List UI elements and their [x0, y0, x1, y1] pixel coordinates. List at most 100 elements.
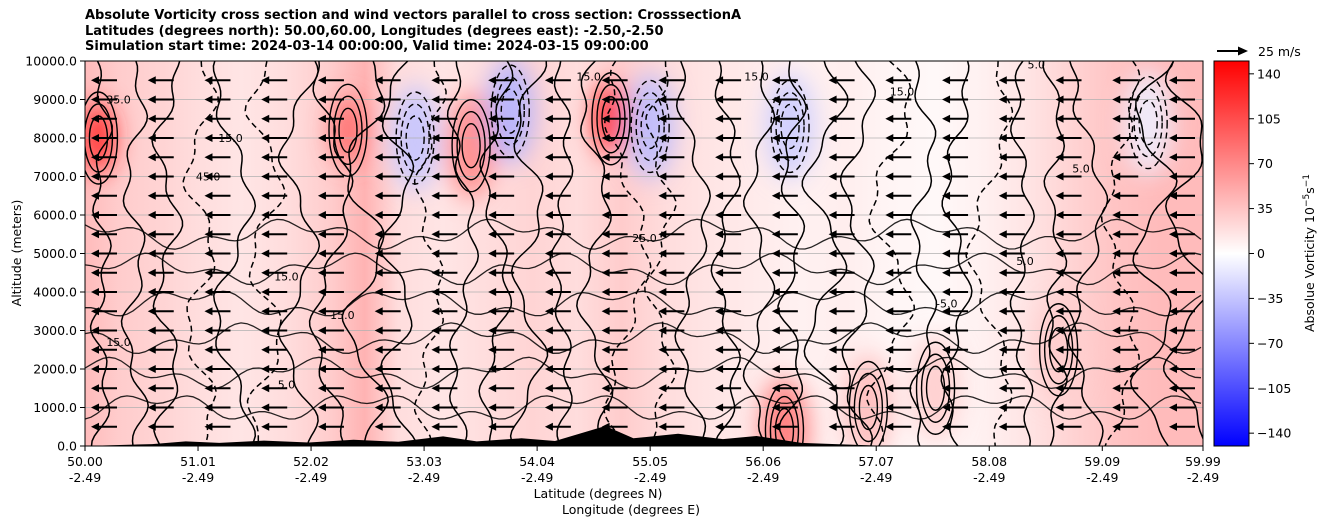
wind-vector-177	[601, 326, 628, 335]
wind-vector-44	[204, 326, 231, 335]
wind-vector-27	[147, 288, 174, 296]
wind-vector-349	[1112, 307, 1139, 316]
wind-vector-5	[91, 345, 117, 354]
wind-vector-366	[1169, 345, 1195, 354]
wind-vector-150	[488, 114, 515, 123]
wind-vector-332	[1055, 268, 1082, 277]
chart-title: Absolute Vorticity cross section and win…	[85, 8, 741, 55]
x-tick-lon-11: -2.49	[1187, 470, 1219, 485]
contour-ring-2-3	[328, 83, 368, 178]
wind-vector-63	[261, 326, 288, 335]
colorbar-label: Absolue Vorticity 10−5s−1	[1302, 174, 1317, 332]
wind-vector-40	[204, 403, 231, 412]
contour-ring-10-2	[769, 395, 800, 446]
wind-vector-312	[998, 288, 1025, 296]
wind-vector-252	[828, 345, 855, 354]
wind-vector-239	[771, 230, 798, 239]
contour-ring-6-2	[495, 76, 525, 146]
contour-label-7: -5.0	[936, 297, 957, 310]
wind-vector-108	[374, 191, 401, 200]
x-tick-lon-9: -2.49	[973, 470, 1005, 485]
wind-vector-354	[1112, 211, 1139, 219]
wind-vector-380	[1169, 76, 1195, 85]
wind-vector-359	[1112, 114, 1139, 123]
wind-vector-79	[317, 384, 344, 393]
wind-vector-191	[658, 422, 685, 431]
wind-vector-170	[544, 95, 571, 104]
wind-vector-64	[261, 307, 288, 316]
wind-vector-344	[1112, 403, 1139, 412]
wind-vector-139	[488, 326, 515, 335]
contour-line-7	[277, 61, 321, 446]
wind-vector-17	[91, 114, 117, 123]
wind-vector-60	[261, 384, 288, 393]
wind-vector-97	[374, 403, 401, 412]
wind-vector-243	[771, 153, 798, 162]
wind-vector-296	[942, 230, 969, 239]
y-tick-label-1: 0.0	[57, 439, 77, 454]
wind-vector-377	[1169, 134, 1195, 142]
wind-vector-51	[204, 191, 231, 200]
wind-vector-240	[771, 211, 798, 219]
contour-ring-9-3	[1128, 75, 1168, 170]
wind-vector-4	[91, 365, 117, 373]
contour-label-6: 5.0	[1072, 163, 1090, 176]
wind-vector-277	[885, 230, 912, 239]
wind-vector-144	[488, 230, 515, 239]
wind-vector-363	[1169, 403, 1195, 412]
wind-vector-187	[601, 134, 628, 142]
colorbar-tick-label-3: 70	[1257, 156, 1273, 171]
wind-vector-31	[147, 211, 174, 219]
wind-vector-29	[147, 249, 174, 258]
colorbar-ticks: 140 105 70 35 0 −35 −70 −105 −140	[1249, 66, 1291, 441]
wind-vector-34	[147, 153, 174, 162]
contour-ring-7-2	[400, 103, 430, 173]
wind-vector-371	[1169, 249, 1195, 258]
wind-vector-2	[91, 403, 117, 412]
vorticity-blob-9	[1124, 69, 1173, 176]
wind-vector-149	[488, 134, 515, 142]
wind-vector-230	[771, 403, 798, 412]
wind-vector-116	[431, 403, 458, 412]
wind-vector-201	[658, 230, 685, 239]
contour-ring-3-2	[456, 110, 486, 181]
title-line-1: Absolute Vorticity cross section and win…	[85, 8, 742, 23]
wind-vector-123	[431, 268, 458, 277]
wind-vector-273	[885, 307, 912, 316]
wind-vector-203	[658, 191, 685, 200]
wind-vector-316	[998, 211, 1025, 219]
wind-vector-143	[488, 249, 515, 258]
wind-vector-196	[658, 326, 685, 335]
wind-vector-127	[431, 191, 458, 200]
wind-vector-197	[658, 307, 685, 316]
wind-vector-112	[374, 114, 401, 123]
wind-vector-219	[715, 249, 742, 258]
wind-vector-89	[317, 191, 344, 200]
contour-ring-5-2	[635, 91, 665, 162]
wind-vector-135	[488, 403, 515, 412]
wind-vector-322	[998, 95, 1025, 104]
wind-vector-244	[771, 134, 798, 142]
wind-vector-251	[828, 365, 855, 373]
wind-vector-274	[885, 288, 912, 296]
wind-vector-173	[601, 403, 628, 412]
wind-vector-206	[658, 134, 685, 142]
colorbar-tick-label-1: 140	[1257, 66, 1281, 81]
wind-vector-367	[1169, 326, 1195, 335]
colorbar-tick-label-6: −35	[1257, 291, 1283, 306]
wind-vector-368	[1169, 307, 1195, 316]
wind-vector-160	[544, 288, 571, 296]
wind-vector-22	[147, 384, 174, 393]
wind-vector-241	[771, 191, 798, 200]
wind-vector-32	[147, 191, 174, 200]
wind-vector-163	[544, 230, 571, 239]
wind-vector-356	[1112, 172, 1139, 181]
wind-vector-16	[91, 134, 117, 142]
wind-vector-358	[1112, 134, 1139, 142]
wind-vector-104	[374, 268, 401, 277]
wind-vector-179	[601, 288, 628, 296]
wind-vector-352	[1112, 249, 1139, 258]
contour-band-6	[85, 218, 1202, 250]
wind-vector-167	[544, 153, 571, 162]
